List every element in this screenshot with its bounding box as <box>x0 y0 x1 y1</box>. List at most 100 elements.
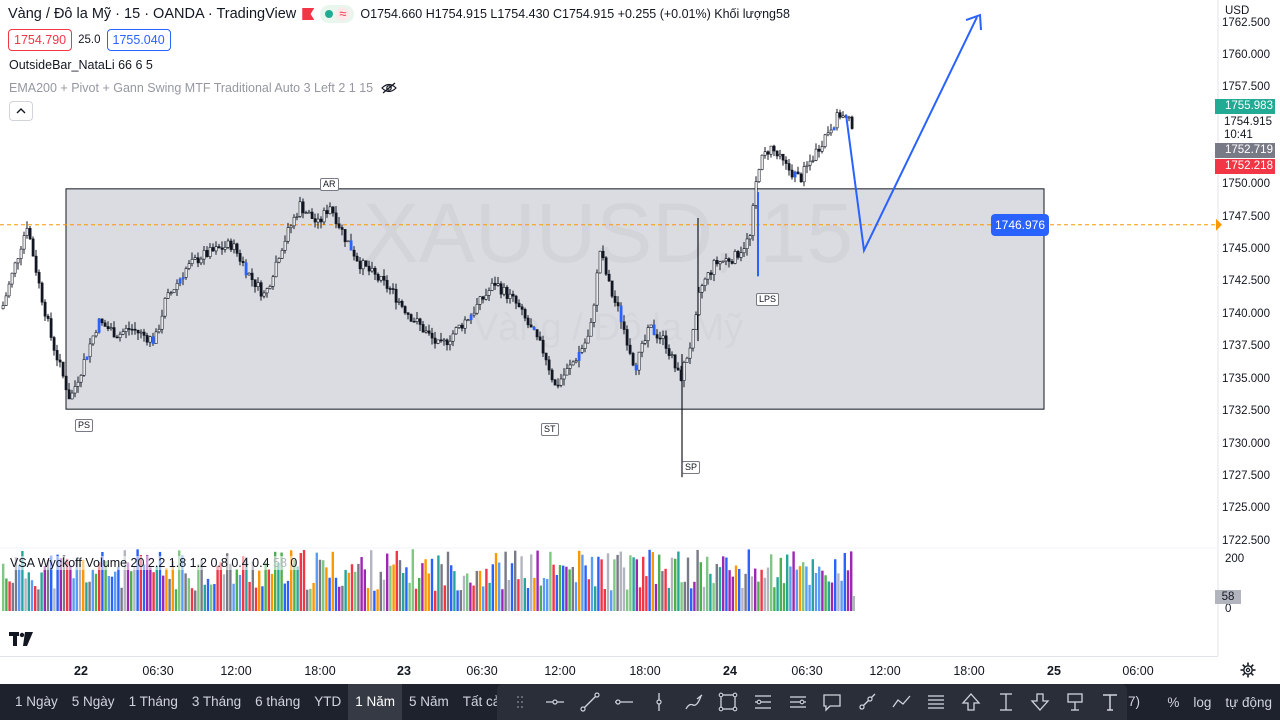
range-1-month[interactable]: 1 Tháng <box>128 694 178 709</box>
price-tick: 1740.000 <box>1222 308 1270 320</box>
buy-button[interactable]: 1755.040 <box>106 29 171 51</box>
market-status-pill[interactable]: ≈ <box>320 5 355 23</box>
path-tool-icon[interactable] <box>884 684 919 720</box>
trend-line-tool-icon[interactable] <box>572 684 607 720</box>
arrow-down-tool-icon[interactable] <box>1023 684 1058 720</box>
volume-bar <box>635 559 638 611</box>
volume-bar <box>581 554 584 611</box>
volume-bar <box>571 566 574 611</box>
candle-down <box>337 223 341 228</box>
range-5-days[interactable]: 5 Ngày <box>71 694 115 709</box>
text-tool-icon[interactable] <box>1092 684 1127 720</box>
rectangle-tool-icon[interactable] <box>711 684 746 720</box>
symbol-legend[interactable]: Vàng / Đô la Mỹ · 15 · OANDA · TradingVi… <box>8 4 790 24</box>
arrow-up-tool-icon[interactable] <box>954 684 989 720</box>
volume-bar <box>139 555 142 611</box>
drag-handle-icon[interactable] <box>503 684 538 720</box>
indicator-ema-pivot[interactable]: EMA200 + Pivot + Gann Swing MTF Traditio… <box>9 81 397 95</box>
ray-tool-icon[interactable] <box>850 684 885 720</box>
price-axis[interactable]: 1762.500 1760.000 1757.500 1750.000 1747… <box>1218 0 1280 655</box>
volume-bar <box>485 568 488 611</box>
candle-up <box>295 216 299 218</box>
vertical-line-tool-icon[interactable] <box>642 684 677 720</box>
volume-bar <box>347 572 350 611</box>
candle-down <box>736 251 740 258</box>
indicator-outside-bar[interactable]: OutsideBar_NataLi 66 6 5 <box>9 58 153 72</box>
horizontal-level-label[interactable]: 1746.976 <box>991 214 1049 236</box>
callout-tool-icon[interactable] <box>815 684 850 720</box>
bid-price-badge: 1752.218 <box>1215 159 1275 174</box>
fib-retracement-tool-icon[interactable] <box>746 684 781 720</box>
flag-icon[interactable] <box>302 8 315 20</box>
wyckoff-label-ps[interactable]: PS <box>75 419 94 432</box>
candle-down <box>514 295 518 304</box>
volume-bar <box>654 583 658 611</box>
wyckoff-label-lps[interactable]: LPS <box>756 293 780 306</box>
candle-up <box>202 250 206 260</box>
candle-up <box>307 211 311 214</box>
volume-bar <box>789 566 792 611</box>
currency-selector[interactable]: USD <box>1225 5 1250 17</box>
log-scale-toggle[interactable]: log <box>1193 694 1212 710</box>
candle-down <box>619 305 623 323</box>
candle-down <box>517 302 521 308</box>
range-ytd[interactable]: YTD <box>314 694 342 709</box>
brush-tool-icon[interactable] <box>676 684 711 720</box>
wyckoff-label-st[interactable]: ST <box>541 423 559 436</box>
candle-up <box>160 315 164 330</box>
range-1-day[interactable]: 1 Ngày <box>15 694 58 709</box>
horizontal-line-tool-icon[interactable] <box>607 684 642 720</box>
tradingview-logo[interactable] <box>8 628 34 650</box>
range-1-year[interactable]: 1 Năm <box>348 684 402 720</box>
volume-bar <box>392 564 395 611</box>
symbol-title[interactable]: Vàng / Đô la Mỹ · 15 · OANDA · TradingVi… <box>8 6 297 22</box>
candle-up <box>1 305 5 310</box>
volume-bar <box>766 567 770 611</box>
volume-bar <box>450 565 453 611</box>
volume-bar <box>395 550 398 611</box>
time-axis[interactable]: 22 06:30 12:00 18:00 23 06:30 12:00 18:0… <box>0 656 1218 684</box>
volume-bar <box>354 571 357 611</box>
indicator-vsa[interactable]: VSA Wyckoff Volume 20 2.2 1.8 1.2 0.8 0.… <box>8 556 300 570</box>
volume-bar <box>552 564 555 611</box>
parallel-channel-tool-icon[interactable] <box>780 684 815 720</box>
range-all[interactable]: Tất cả <box>462 694 501 709</box>
volume-bar <box>478 570 482 611</box>
auto-scale-toggle[interactable]: tự động <box>1225 694 1272 710</box>
volume-bar <box>312 582 315 611</box>
wyckoff-label-ar[interactable]: AR <box>320 178 339 191</box>
sell-button[interactable]: 1754.790 <box>8 29 73 51</box>
eye-hidden-icon[interactable] <box>381 82 397 94</box>
indicator-vsa-label: VSA Wyckoff Volume 20 2.2 1.8 1.2 0.8 0.… <box>10 556 270 570</box>
volume-bar <box>405 567 408 611</box>
percent-scale-toggle[interactable]: % <box>1167 694 1180 710</box>
candle-down <box>382 275 386 281</box>
volume-bar <box>411 549 414 611</box>
flag-mark-tool-icon[interactable] <box>1058 684 1093 720</box>
price-tick: 1722.500 <box>1222 535 1270 547</box>
candle-up <box>589 322 593 337</box>
horizontal-ray-tool-icon[interactable] <box>538 684 573 720</box>
volume-bar <box>578 550 581 611</box>
price-range-tool-icon[interactable] <box>988 684 1023 720</box>
wyckoff-label-sp[interactable]: SP <box>682 461 701 474</box>
range-5-years[interactable]: 5 Năm <box>408 694 449 709</box>
candle-down <box>352 249 356 257</box>
candle-down <box>217 246 221 249</box>
volume-bar <box>750 576 754 611</box>
range-6-months[interactable]: 6 tháng <box>255 694 301 709</box>
collapse-legend-button[interactable] <box>9 101 33 121</box>
volume-bar <box>546 578 549 611</box>
gear-icon[interactable] <box>1238 660 1258 680</box>
candle-down <box>784 159 788 164</box>
lines-tool-icon[interactable] <box>919 684 954 720</box>
candle-up <box>742 248 746 254</box>
volume-bar <box>501 589 504 611</box>
candle-up <box>739 252 743 258</box>
bar-countdown: 10:41 <box>1224 129 1253 141</box>
volume-bar <box>811 559 814 611</box>
volume-bar <box>325 567 328 611</box>
range-3-months[interactable]: 3 Tháng <box>191 694 242 709</box>
candle-down <box>601 250 605 259</box>
